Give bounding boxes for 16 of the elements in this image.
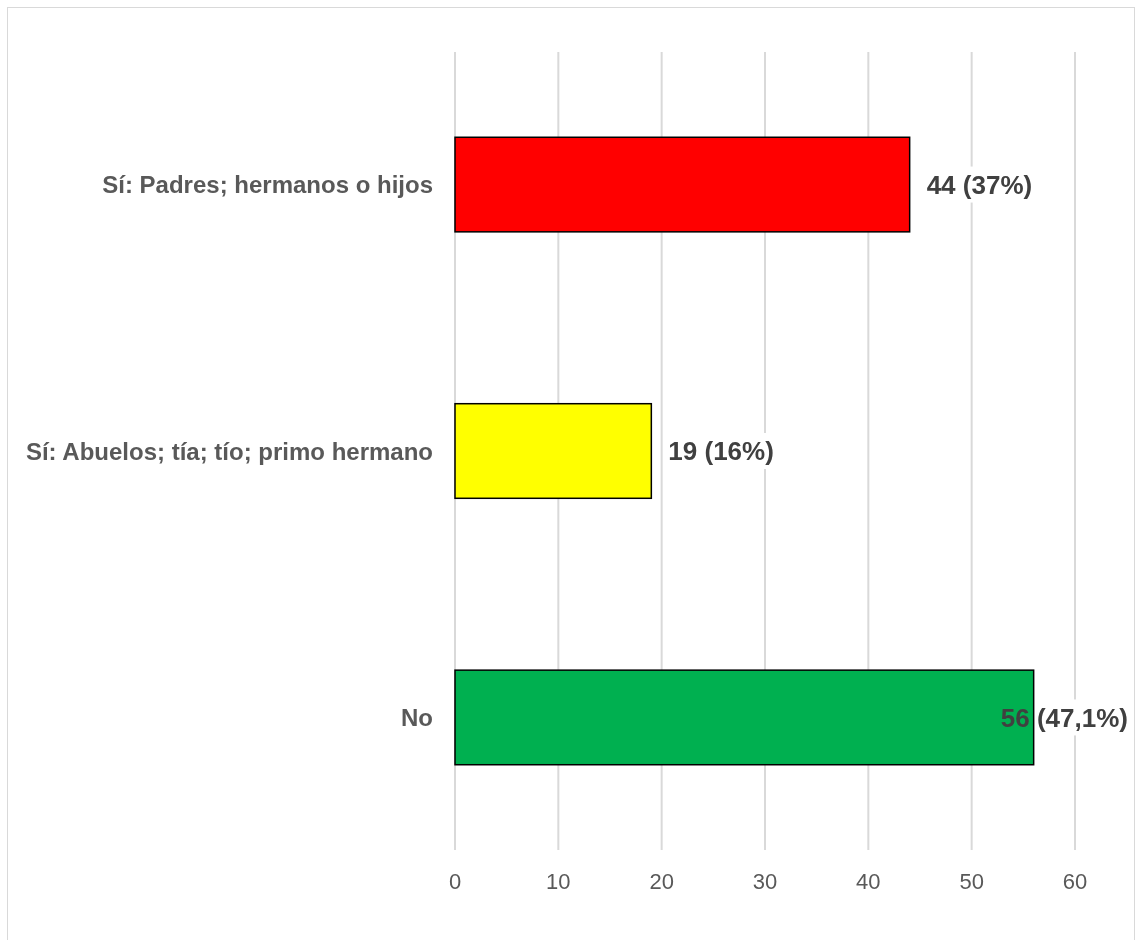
bar: [454, 669, 1035, 766]
x-tick-label: 30: [752, 868, 778, 894]
bar: [454, 136, 911, 233]
bar: [454, 402, 653, 500]
data-label: 56 (47,1%): [1000, 702, 1129, 733]
y-tick-label: Sí: Abuelos; tía; tío; primo hermano: [25, 437, 433, 465]
x-tick-label: 10: [546, 868, 571, 894]
data-label: 44 (37%): [926, 169, 1033, 200]
y-tick-label: Sí: Padres; hermanos o hijos: [102, 171, 433, 199]
data-label: 19 (16%): [668, 436, 774, 467]
y-tick-label: No: [401, 704, 433, 732]
x-tick-label: 0: [448, 868, 462, 894]
x-tick-label: 20: [649, 868, 674, 894]
x-tick-label: 60: [1062, 868, 1088, 894]
x-tick-label: 40: [856, 868, 881, 894]
x-tick-label: 50: [959, 868, 984, 894]
